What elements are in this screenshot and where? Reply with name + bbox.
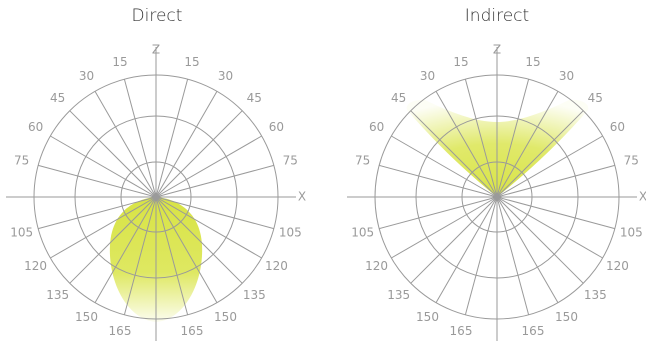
polar-spoke <box>50 196 157 259</box>
indirect-grid <box>347 47 637 341</box>
tick-label-left-15: 165 <box>450 324 473 338</box>
tick-label-left-150: 30 <box>79 69 94 83</box>
polar-spoke <box>496 91 559 198</box>
tick-label-right-120: 60 <box>269 120 284 134</box>
polar-spoke <box>410 110 498 198</box>
polar-spoke <box>38 164 157 198</box>
tick-label-left-45: 135 <box>46 288 69 302</box>
indirect-polar-diagram: 165 165 150 150 135 135 120 120 105 105 75 75 60 60 45… <box>347 43 646 341</box>
polar-spoke <box>123 79 157 198</box>
tick-label-left-135: 45 <box>50 91 65 105</box>
tick-label-right-165: 15 <box>525 55 540 69</box>
polar-spoke <box>155 91 218 198</box>
tick-label-left-30: 150 <box>75 310 98 324</box>
polar-spoke <box>464 79 498 198</box>
polar-spoke <box>379 196 498 230</box>
tick-label-right-30: 150 <box>214 310 237 324</box>
polar-spoke <box>391 135 498 198</box>
x-axis-label: X <box>298 190 306 204</box>
polar-spoke <box>496 196 559 303</box>
polar-spoke <box>155 196 218 303</box>
polar-spoke <box>496 196 584 284</box>
polar-spoke <box>379 164 498 198</box>
tick-label-left-105: 75 <box>355 154 370 168</box>
tick-label-right-75: 105 <box>620 226 643 240</box>
tick-label-left-165: 15 <box>453 55 468 69</box>
polar-spoke <box>155 196 243 284</box>
direct-grid <box>6 47 296 341</box>
tick-label-right-135: 45 <box>247 91 262 105</box>
polar-spoke <box>155 196 274 230</box>
polar-spoke <box>155 196 189 315</box>
tick-label-left-165: 15 <box>112 55 127 69</box>
tick-label-right-30: 150 <box>555 310 578 324</box>
tick-label-left-75: 105 <box>351 226 374 240</box>
tick-label-right-15: 165 <box>181 324 204 338</box>
indirect-title: Indirect <box>464 6 530 26</box>
polar-spoke <box>496 110 584 198</box>
polar-spoke <box>496 79 530 198</box>
polar-spoke <box>155 135 262 198</box>
tick-label-right-105: 75 <box>624 154 639 168</box>
polar-spoke <box>435 196 498 303</box>
polar-spoke <box>123 196 157 315</box>
tick-label-left-150: 30 <box>420 69 435 83</box>
polar-spoke <box>435 91 498 198</box>
tick-label-right-150: 30 <box>559 69 574 83</box>
polar-spoke <box>464 196 498 315</box>
tick-label-left-60: 120 <box>24 259 47 273</box>
tick-label-left-120: 60 <box>369 120 384 134</box>
z-axis-label: Z <box>152 43 160 57</box>
tick-label-right-45: 135 <box>243 288 266 302</box>
polar-spoke <box>496 196 615 230</box>
tick-label-left-30: 150 <box>416 310 439 324</box>
polar-spoke <box>496 196 530 315</box>
tick-label-left-15: 165 <box>109 324 132 338</box>
tick-label-right-60: 120 <box>265 259 288 273</box>
polar-spoke <box>496 164 615 198</box>
polar-spoke <box>155 110 243 198</box>
tick-label-left-45: 135 <box>387 288 410 302</box>
tick-label-right-45: 135 <box>584 288 607 302</box>
direct-tick-labels: 165 165 150 150 135 135 120 120 105 105 75 75 60 60 45… <box>10 43 306 338</box>
tick-label-left-75: 105 <box>10 226 33 240</box>
x-axis-label: X <box>639 190 646 204</box>
polar-spoke <box>69 110 157 198</box>
z-axis-label: Z <box>493 43 501 57</box>
tick-label-left-120: 60 <box>28 120 43 134</box>
tick-label-left-60: 120 <box>365 259 388 273</box>
polar-spoke <box>496 135 603 198</box>
tick-label-right-165: 15 <box>184 55 199 69</box>
tick-label-left-105: 75 <box>14 154 29 168</box>
polar-spoke <box>69 196 157 284</box>
polar-spoke <box>94 196 157 303</box>
tick-label-right-120: 60 <box>610 120 625 134</box>
polar-spoke <box>155 79 189 198</box>
indirect-tick-labels: 165 165 150 150 135 135 120 120 105 105 75 75 60 60 45… <box>351 43 646 338</box>
direct-title: Direct <box>131 6 183 26</box>
tick-label-right-60: 120 <box>606 259 629 273</box>
direct-polar-diagram: 165 165 150 150 135 135 120 120 105 105 75 75 60 60 45… <box>6 43 306 341</box>
polar-spoke <box>496 196 603 259</box>
tick-label-right-15: 165 <box>522 324 545 338</box>
polar-spoke <box>410 196 498 284</box>
polar-spoke <box>38 196 157 230</box>
tick-label-right-105: 75 <box>283 154 298 168</box>
tick-label-right-135: 45 <box>588 91 603 105</box>
polar-spoke <box>391 196 498 259</box>
polar-spoke <box>50 135 157 198</box>
tick-label-left-135: 45 <box>391 91 406 105</box>
tick-label-right-75: 105 <box>279 226 302 240</box>
polar-spoke <box>94 91 157 198</box>
polar-spoke <box>155 196 262 259</box>
tick-label-right-150: 30 <box>218 69 233 83</box>
polar-spoke <box>155 164 274 198</box>
